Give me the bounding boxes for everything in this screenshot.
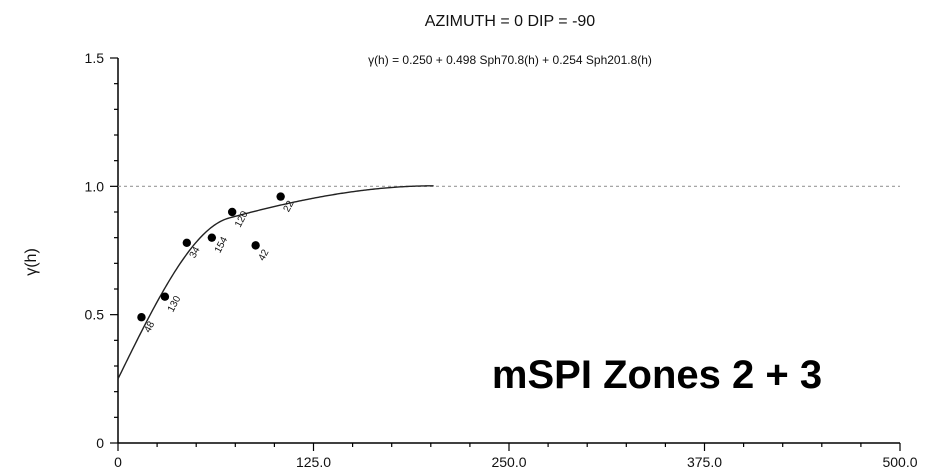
point-count-label: 34 [188, 245, 203, 260]
y-tick-label: 1.5 [85, 50, 105, 66]
x-tick-label: 125.0 [296, 454, 331, 470]
data-point [160, 292, 170, 301]
model-curve [117, 185, 434, 380]
data-point [207, 233, 217, 242]
x-tick-label: 375.0 [687, 454, 722, 470]
point-count-label: 48 [142, 319, 157, 334]
x-tick-label: 250.0 [491, 454, 526, 470]
axes: 0 125.0 250.0 375.0 500.0 0 0.5 1.0 1.5 [85, 50, 918, 470]
point-count-label: 22 [282, 199, 297, 214]
chart-title: AZIMUTH = 0 DIP = -90 [425, 13, 596, 30]
zone-annotation: mSPI Zones 2 + 3 [492, 353, 822, 397]
data-point [227, 207, 237, 217]
y-tick-label: 0 [96, 435, 104, 451]
y-axis-label: γ(h) [23, 248, 40, 276]
data-point [182, 238, 192, 247]
x-tick-label: 500.0 [882, 454, 917, 470]
point-count-label: 42 [257, 247, 272, 262]
x-tick-label: 0 [114, 454, 122, 470]
data-point [276, 192, 285, 201]
chart-subtitle: γ(h) = 0.250 + 0.498 Sph70.8(h) + 0.254 … [368, 53, 652, 67]
data-point [251, 241, 260, 250]
y-tick-label: 1.0 [85, 178, 105, 194]
data-point [137, 313, 146, 322]
y-tick-label: 0.5 [85, 307, 105, 323]
